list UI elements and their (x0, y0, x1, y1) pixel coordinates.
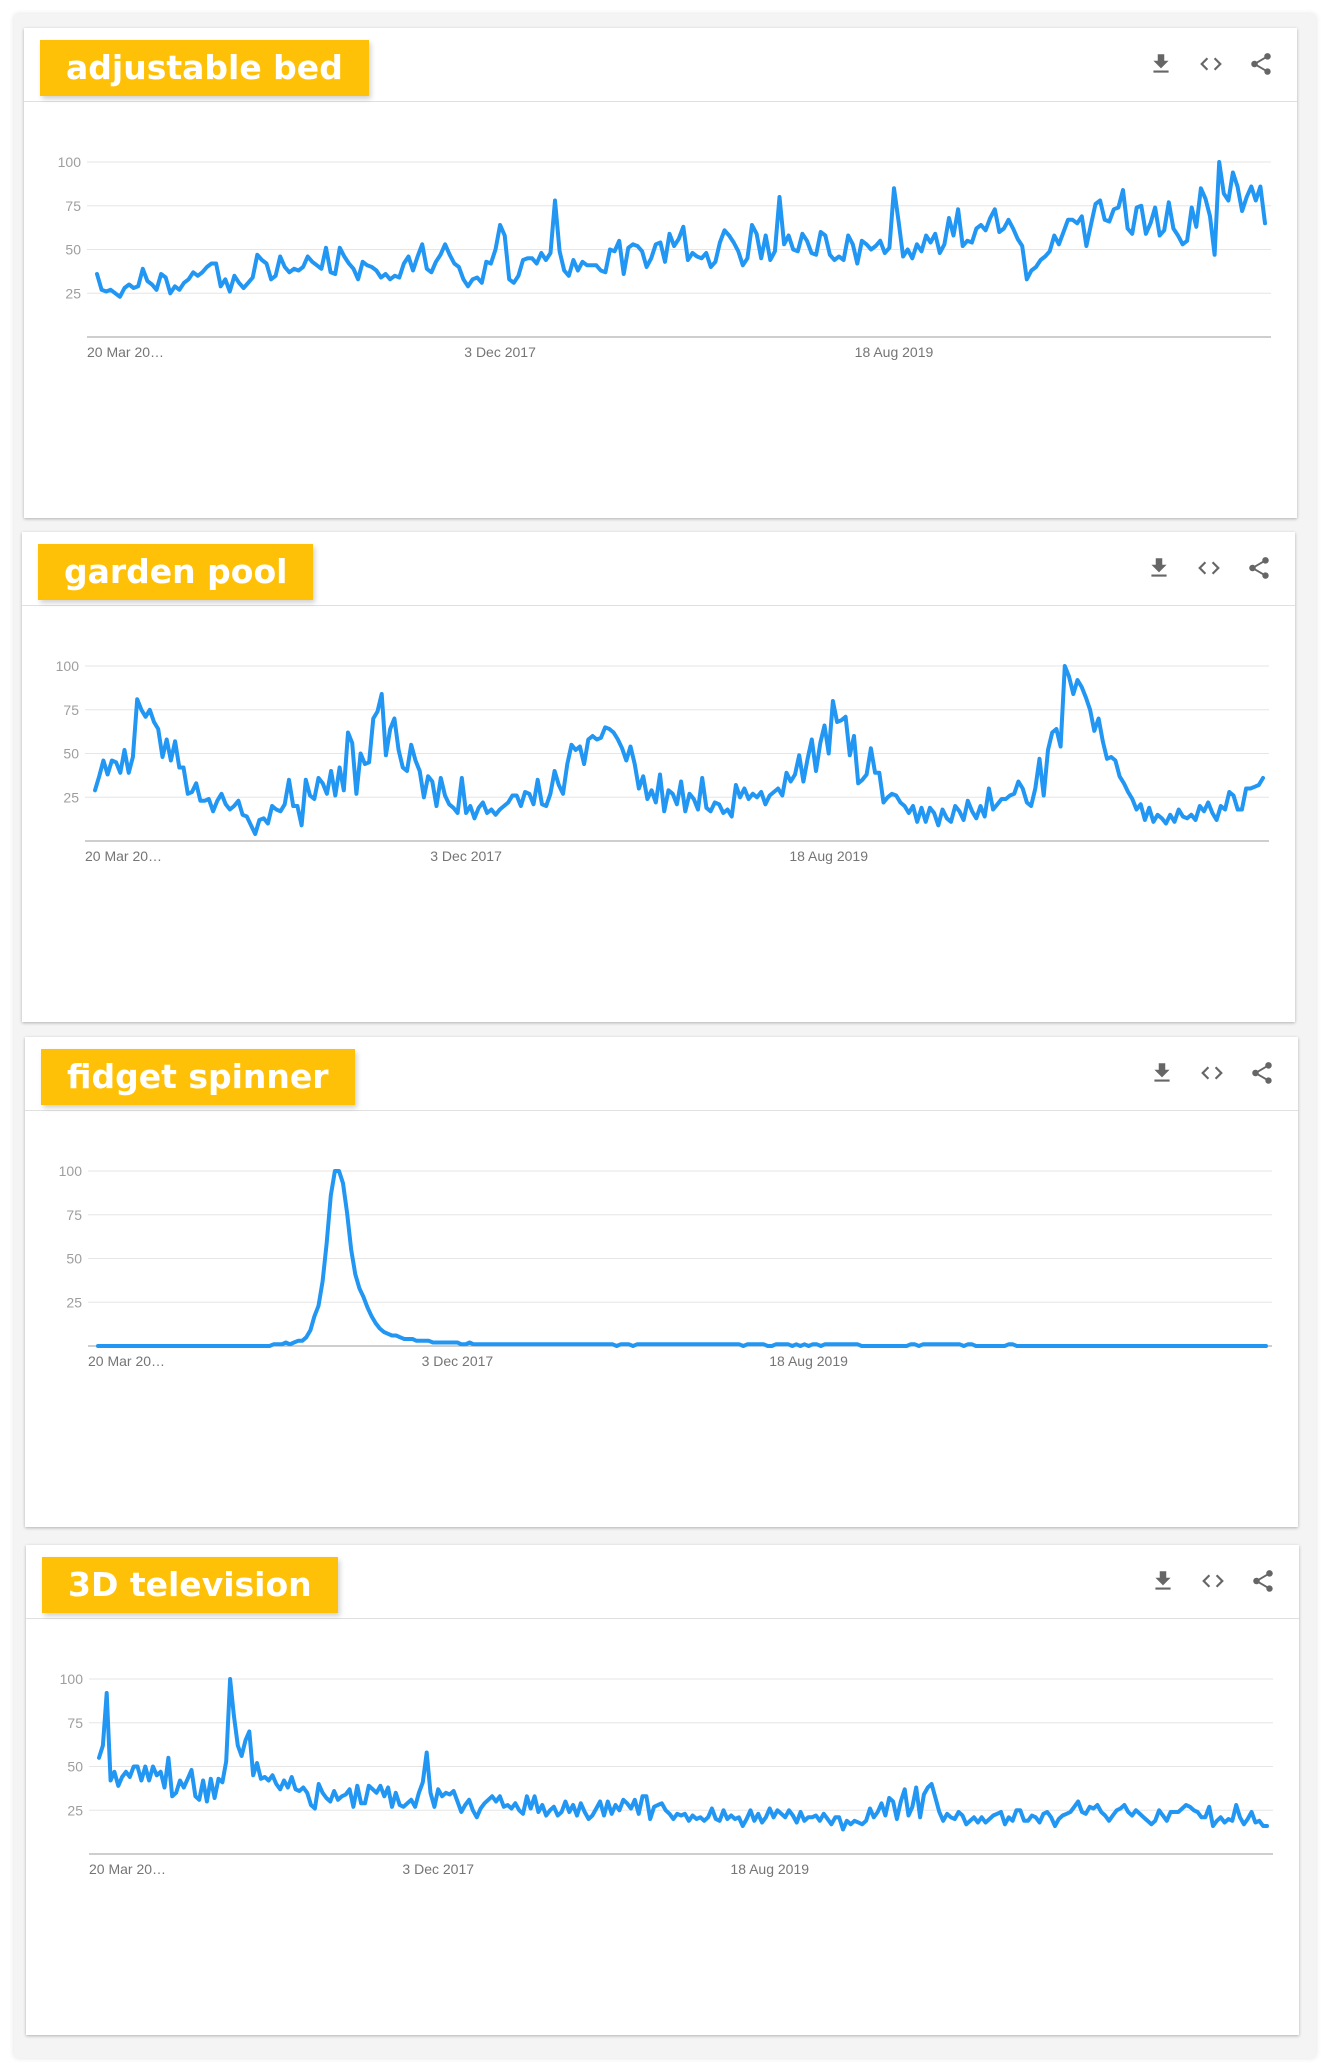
y-tick-label: 25 (65, 285, 81, 301)
download-icon[interactable] (1147, 50, 1175, 78)
card-toolbar (1147, 50, 1275, 80)
y-tick-label: 75 (67, 1715, 83, 1731)
embed-code-icon[interactable] (1195, 554, 1223, 582)
line-chart: 25 50 75 100 20 Mar 20… 3 Dec 2017 18 Aug 2019 (56, 658, 1269, 864)
card-toolbar (1145, 554, 1273, 584)
series-line (96, 1169, 1268, 1348)
line-chart: 25 50 75 100 20 Mar 20… 3 Dec 2017 18 Aug 2019 (58, 154, 1271, 360)
x-tick-label: 20 Mar 20… (85, 848, 162, 864)
series-line (93, 664, 1265, 836)
y-tick-label: 50 (66, 1251, 82, 1267)
card-header: adjustable bed (24, 28, 1297, 102)
chart-title-label: 3D television (42, 1557, 338, 1613)
download-icon[interactable] (1145, 554, 1173, 582)
share-icon[interactable] (1248, 1059, 1276, 1087)
line-chart: 25 50 75 100 20 Mar 20… 3 Dec 2017 18 Aug 2019 (60, 1671, 1273, 1877)
chart-title-label: adjustable bed (40, 40, 369, 96)
embed-code-icon[interactable] (1198, 1059, 1226, 1087)
card-header: fidget spinner (25, 1037, 1298, 1111)
chart-card: fidget spinner 25 50 75 100 20 Mar 20… 3 Dec … (25, 1037, 1298, 1527)
x-tick-label: 3 Dec 2017 (430, 848, 502, 864)
x-tick-label: 20 Mar 20… (89, 1861, 166, 1877)
card-header: garden pool (22, 532, 1295, 606)
x-tick-label: 18 Aug 2019 (769, 1353, 848, 1369)
share-icon[interactable] (1247, 50, 1275, 78)
line-chart: 25 50 75 100 20 Mar 20… 3 Dec 2017 18 Aug 2019 (59, 1163, 1272, 1369)
embed-code-icon[interactable] (1197, 50, 1225, 78)
y-tick-label: 50 (63, 746, 79, 762)
chart-card: 3D television 25 50 75 100 20 Mar 20… 3 Dec 2… (26, 1545, 1299, 2035)
chart-card: garden pool 25 50 75 100 20 Mar 20… 3 Dec 201… (22, 532, 1295, 1022)
y-tick-label: 75 (65, 198, 81, 214)
card-toolbar (1148, 1059, 1276, 1089)
x-tick-label: 20 Mar 20… (87, 344, 164, 360)
y-tick-label: 50 (65, 242, 81, 258)
y-tick-label: 50 (67, 1759, 83, 1775)
y-tick-label: 25 (66, 1294, 82, 1310)
card-toolbar (1149, 1567, 1277, 1597)
chart-card: adjustable bed 25 50 75 100 20 Mar 20… 3 Dec … (24, 28, 1297, 518)
series-line (97, 1677, 1269, 1832)
x-tick-label: 18 Aug 2019 (730, 1861, 809, 1877)
y-tick-label: 75 (66, 1207, 82, 1223)
y-tick-label: 100 (58, 154, 82, 170)
y-tick-label: 75 (63, 702, 79, 718)
x-tick-label: 3 Dec 2017 (464, 344, 536, 360)
share-icon[interactable] (1249, 1567, 1277, 1595)
x-tick-label: 18 Aug 2019 (855, 344, 934, 360)
download-icon[interactable] (1149, 1567, 1177, 1595)
series-line (95, 160, 1267, 299)
y-tick-label: 100 (56, 658, 80, 674)
x-tick-label: 18 Aug 2019 (789, 848, 868, 864)
embed-code-icon[interactable] (1199, 1567, 1227, 1595)
page: adjustable bed 25 50 75 100 20 Mar 20… 3 Dec … (14, 14, 1316, 2058)
y-tick-label: 100 (59, 1163, 83, 1179)
download-icon[interactable] (1148, 1059, 1176, 1087)
chart-title-label: fidget spinner (41, 1049, 355, 1105)
y-tick-label: 25 (67, 1802, 83, 1818)
x-tick-label: 20 Mar 20… (88, 1353, 165, 1369)
y-tick-label: 25 (63, 789, 79, 805)
x-tick-label: 3 Dec 2017 (402, 1861, 474, 1877)
share-icon[interactable] (1245, 554, 1273, 582)
x-tick-label: 3 Dec 2017 (422, 1353, 494, 1369)
y-tick-label: 100 (60, 1671, 84, 1687)
card-header: 3D television (26, 1545, 1299, 1619)
chart-title-label: garden pool (38, 544, 314, 600)
